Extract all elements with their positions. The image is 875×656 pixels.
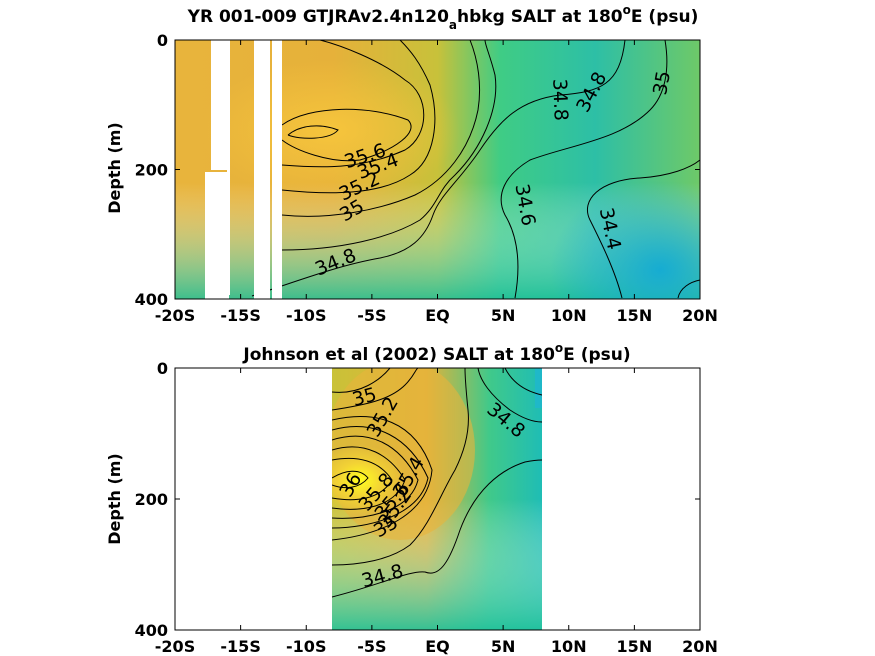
x-tick-label: 5N (491, 637, 516, 656)
x-tick-label: -10S (286, 306, 326, 325)
panel2-title: Johnson et al (2002) SALT at 180oE (psu) (242, 341, 630, 365)
panel-model-salinity: YR 001-009 GTJRAv2.4n120ahbkg SALT at 18… (105, 3, 718, 325)
panel2-contour-lines (332, 368, 542, 598)
panel1-y-axis: 0 200 400 (135, 31, 700, 309)
x-tick-label: EQ (425, 306, 450, 325)
x-tick-label: 15N (617, 306, 653, 325)
panel2-salinity-field (332, 368, 542, 630)
y-tick-label: 400 (135, 290, 168, 309)
x-tick-label: -20S (155, 637, 195, 656)
y-tick-label: 200 (135, 161, 168, 180)
y-tick-label: 400 (135, 621, 168, 640)
x-tick-label: 15N (617, 637, 653, 656)
panel1-title: YR 001-009 GTJRAv2.4n120ahbkg SALT at 18… (187, 3, 699, 32)
x-tick-label: -10S (286, 637, 326, 656)
x-tick-label: 10N (551, 306, 587, 325)
panel1-x-axis: -20S -15S -10S -5S EQ 5N 10N 15N 20N (155, 40, 718, 325)
p1-clabel-34.8-north-a: 34.8 (548, 78, 571, 121)
y-tick-label: 0 (157, 359, 168, 378)
panel2-y-axis: 0 200 400 (135, 359, 700, 640)
x-tick-label: -20S (155, 306, 195, 325)
x-tick-label: EQ (425, 637, 450, 656)
x-tick-label: 20N (682, 637, 718, 656)
panel-observed-salinity: Johnson et al (2002) SALT at 180oE (psu) (105, 341, 718, 656)
p1-clabel-35-north: 35 (649, 69, 675, 97)
x-tick-label: -5S (357, 637, 386, 656)
y-tick-label: 200 (135, 490, 168, 509)
x-tick-label: -5S (357, 306, 386, 325)
x-tick-label: -15S (220, 306, 260, 325)
panel1-salinity-field (175, 40, 700, 299)
panel1-contour-lines (251, 40, 700, 299)
panel1-missing-data (205, 40, 282, 299)
x-tick-label: 20N (682, 306, 718, 325)
panel2-x-axis: -20S -15S -10S -5S EQ 5N 10N 15N 20N (155, 368, 718, 656)
x-tick-label: 10N (551, 637, 587, 656)
panel1-y-axis-label: Depth (m) (105, 122, 124, 214)
y-tick-label: 0 (157, 31, 168, 50)
panel2-contour-labels: 35 35.2 34.8 36 35.8 35.6 35.4 35.2 35 3… (335, 383, 529, 592)
x-tick-label: -15S (220, 637, 260, 656)
x-tick-label: 5N (491, 306, 516, 325)
panel2-y-axis-label: Depth (m) (105, 453, 124, 545)
